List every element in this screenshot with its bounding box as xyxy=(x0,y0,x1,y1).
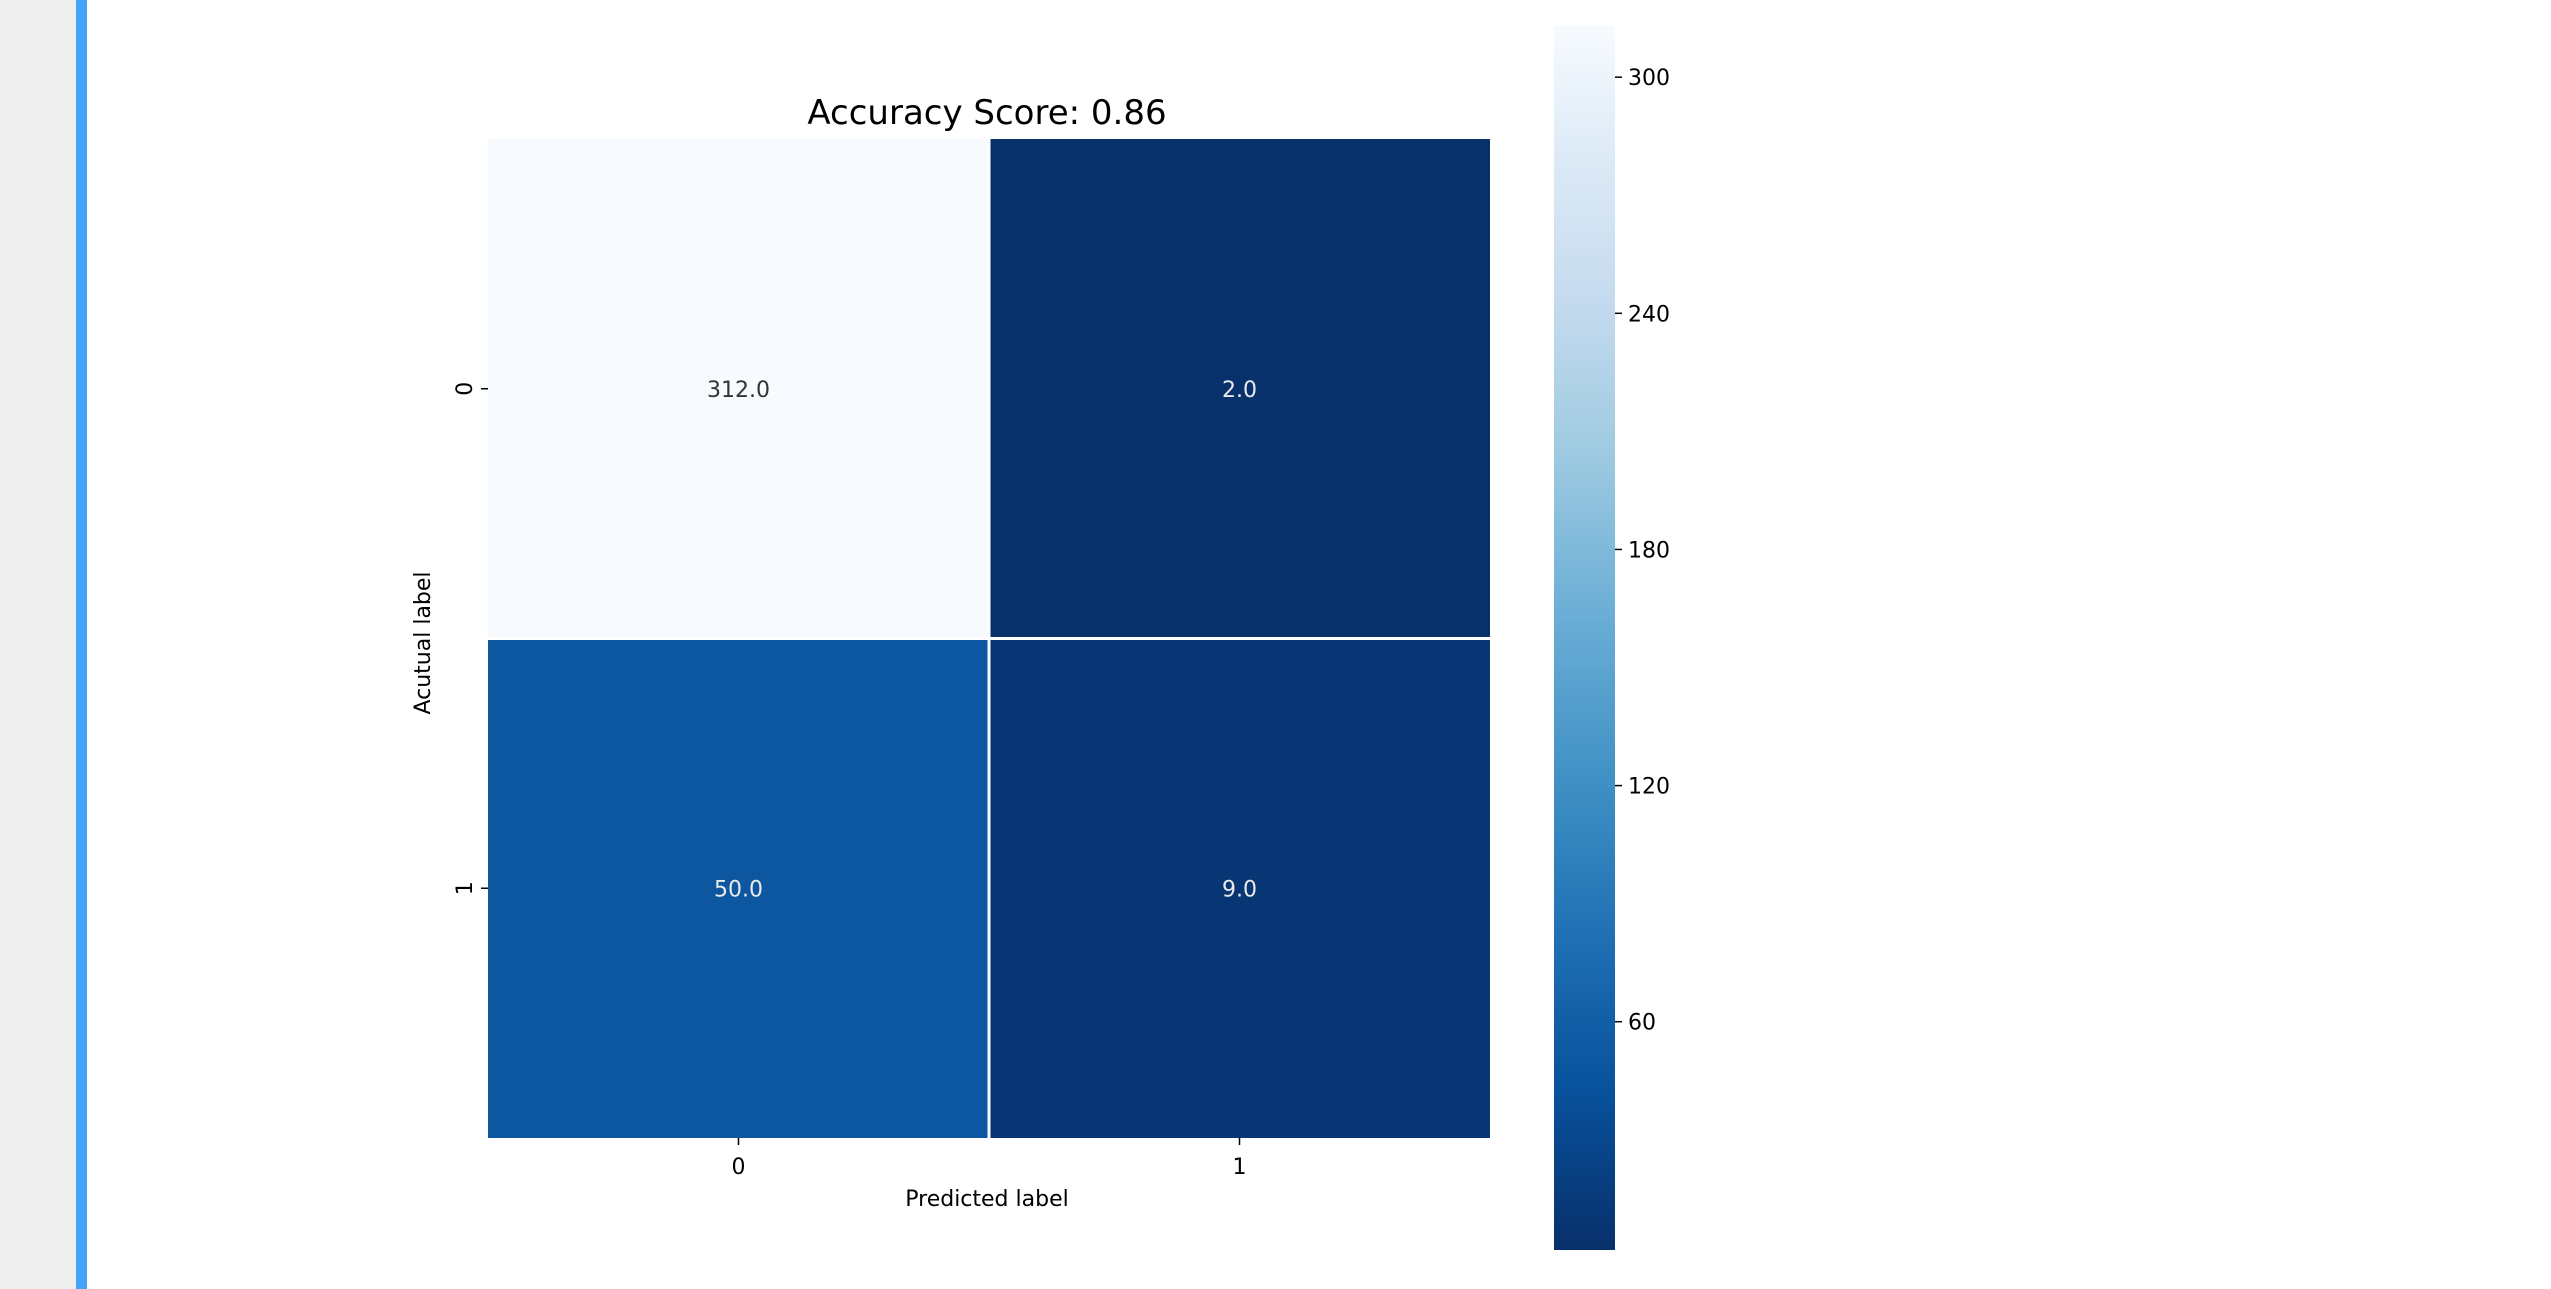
heatmap-cell-1-0 xyxy=(488,638,989,1138)
heatmap-cell-labels: 312.0 2.0 50.0 9.0 xyxy=(707,378,1257,903)
heatmap-cell-1-1 xyxy=(989,638,1490,1138)
heatmap-cell-0-0 xyxy=(488,139,989,639)
chart-title: Accuracy Score: 0.86 xyxy=(807,93,1166,133)
x-tick-label-1: 1 xyxy=(1233,1155,1247,1180)
colorbar-tick-label-120: 120 xyxy=(1628,775,1670,800)
cell-selection-indicator[interactable] xyxy=(76,0,87,1289)
heatmap-cell-label-1-0: 50.0 xyxy=(714,877,763,902)
colorbar-tick-label-180: 180 xyxy=(1628,538,1670,563)
y-tick-label-1: 1 xyxy=(453,881,478,895)
x-tick-label-0: 0 xyxy=(732,1155,746,1180)
heatmap-cell-label-0-1: 2.0 xyxy=(1222,378,1257,403)
notebook-left-gutter xyxy=(0,0,76,1289)
heatmap-cells xyxy=(488,139,1490,1138)
colorbar xyxy=(1554,26,1615,1250)
colorbar-tick-label-60: 60 xyxy=(1628,1011,1656,1036)
heatmap-gridlines xyxy=(488,139,1490,1138)
y-axis: 01 xyxy=(453,382,488,895)
y-tick-label-0: 0 xyxy=(453,382,478,396)
colorbar-tick-label-240: 240 xyxy=(1628,302,1670,327)
y-axis-label: Acutual label xyxy=(411,571,436,714)
x-axis-label: Predicted label xyxy=(905,1187,1068,1212)
heatmap-cell-label-0-0: 312.0 xyxy=(707,378,770,403)
heatmap-cell-0-1 xyxy=(989,139,1490,639)
heatmap-cell-label-1-1: 9.0 xyxy=(1222,877,1257,902)
colorbar-ticks: 60 120 180 240 300 xyxy=(1615,66,1670,1036)
colorbar-tick-label-300: 300 xyxy=(1628,66,1670,91)
